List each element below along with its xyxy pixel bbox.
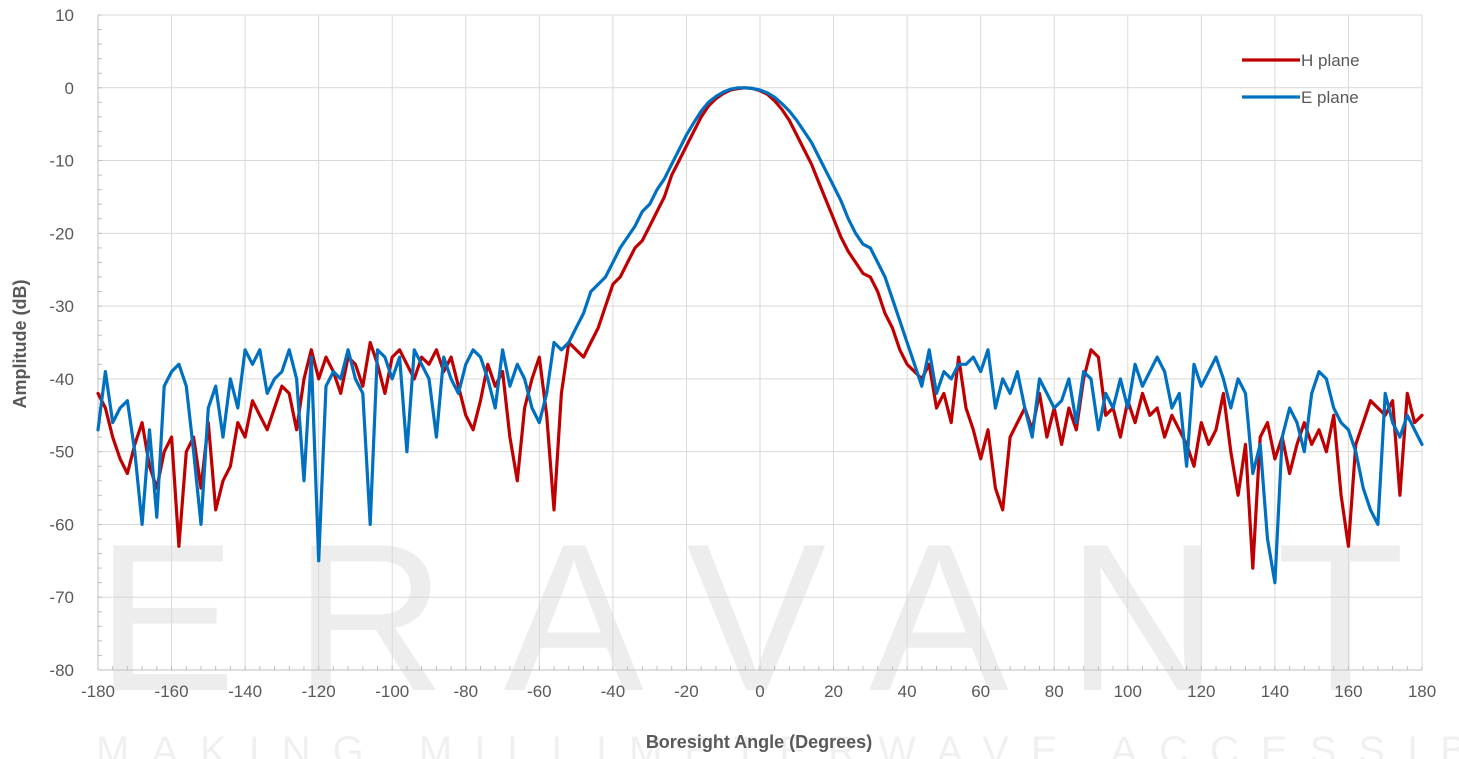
y-tick-label: -60: [49, 515, 74, 534]
x-tick-label: 100: [1114, 682, 1142, 701]
x-tick-label: -180: [81, 682, 115, 701]
y-axis-title: Amplitude (dB): [10, 280, 30, 409]
x-tick-label: 0: [755, 682, 764, 701]
x-tick-label: -160: [155, 682, 189, 701]
x-tick-label: -20: [674, 682, 699, 701]
y-tick-label: -80: [49, 661, 74, 680]
x-tick-label: 20: [824, 682, 843, 701]
x-tick-label: 160: [1334, 682, 1362, 701]
x-tick-label: 180: [1408, 682, 1436, 701]
legend: H plane E plane: [1242, 51, 1360, 107]
legend-label: H plane: [1301, 51, 1360, 70]
x-tick-label: 80: [1045, 682, 1064, 701]
grid: [97, 14, 1423, 671]
legend-label: E plane: [1301, 88, 1359, 107]
y-tick-label: 0: [65, 79, 74, 98]
y-tick-label: 10: [55, 6, 74, 25]
x-tick-label: -120: [302, 682, 336, 701]
series-line-e-plane: [96, 86, 1424, 585]
x-tick-label: -140: [228, 682, 262, 701]
watermark: ERAVANT MAKING MILLIMETERWAVE ACCESSIBLE: [96, 500, 1459, 759]
y-tick-label: -70: [49, 588, 74, 607]
x-tick-label: -40: [601, 682, 626, 701]
y-tick-label: -20: [49, 224, 74, 243]
y-tick-label: -30: [49, 297, 74, 316]
watermark-brand: ERAVANT: [96, 500, 1459, 735]
y-axis-tick-labels: 10 0 -10 -20 -30 -40 -50 -60 -70 -80: [49, 6, 74, 680]
watermark-tagline: MAKING MILLIMETERWAVE ACCESSIBLE: [96, 729, 1459, 759]
x-axis-tick-labels: -180 -160 -140 -120 -100 -80 -60 -40 -20 0 20 40 60 8…: [81, 682, 1436, 701]
x-tick-label: 120: [1187, 682, 1215, 701]
x-tick-label: -100: [375, 682, 409, 701]
x-tick-label: 60: [971, 682, 990, 701]
plot-area: [96, 86, 1424, 585]
x-tick-label: 40: [898, 682, 917, 701]
x-tick-label: -80: [453, 682, 478, 701]
x-tick-label: -60: [527, 682, 552, 701]
y-tick-label: -40: [49, 370, 74, 389]
x-axis-title: Boresight Angle (Degrees): [646, 732, 872, 752]
minor-ticks: [97, 14, 1423, 671]
x-tick-label: 140: [1261, 682, 1289, 701]
y-tick-label: -10: [49, 152, 74, 171]
y-tick-label: -50: [49, 443, 74, 462]
